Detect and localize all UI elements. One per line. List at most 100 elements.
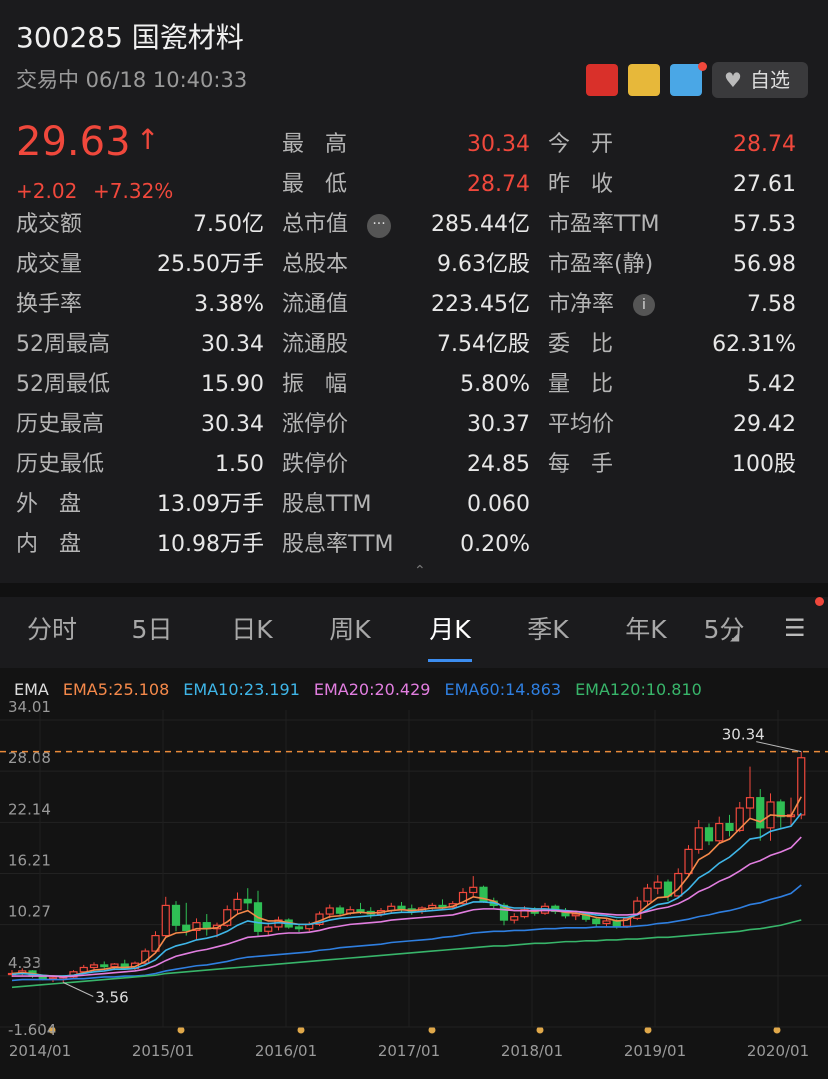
- stat-label: 流通值: [282, 292, 349, 317]
- stat-value: 1.50: [215, 452, 264, 477]
- candle-body: [622, 917, 632, 927]
- tab[interactable]: 5分: [703, 615, 745, 644]
- stat-value: 15.90: [201, 372, 264, 397]
- stat-value: 30.34: [201, 412, 264, 437]
- stat-value: 62.31%: [712, 332, 796, 357]
- heart-icon: ♥: [724, 68, 742, 92]
- y-tick-label: 22.14: [8, 800, 51, 818]
- stat-value: 24.85: [467, 452, 530, 477]
- candle-body: [499, 904, 509, 921]
- candle-body: [356, 909, 365, 913]
- tab[interactable]: 周K: [329, 615, 371, 644]
- stat-value: 28.74: [733, 132, 796, 157]
- chart: 34.0128.0822.1416.2110.274.33-1.6042014/…: [0, 698, 828, 1060]
- stat-label: 量 比: [548, 372, 613, 397]
- candle-body: [745, 797, 755, 809]
- stat-label: 成交额: [16, 212, 83, 237]
- candle-body: [581, 913, 591, 920]
- max-label: 30.34: [722, 726, 765, 744]
- stat-label: 每 手: [548, 452, 613, 477]
- candle-body: [776, 801, 785, 818]
- stat-label: 成交量: [16, 252, 83, 277]
- ema-line: [11, 812, 802, 977]
- tab[interactable]: 年K: [625, 615, 667, 644]
- trade-status: 交易中 06/18 10:40:33: [16, 68, 248, 92]
- price: 29.63: [16, 119, 131, 165]
- candle-body: [151, 934, 160, 952]
- stat-value: 223.45亿: [431, 292, 530, 317]
- watch-button[interactable]: ♥ 自选: [712, 62, 808, 98]
- candle-body: [469, 886, 478, 894]
- stat-value: 57.53: [733, 212, 796, 237]
- tab[interactable]: 季K: [527, 615, 569, 644]
- event-dot: [536, 1026, 544, 1034]
- stat-value: 285.44亿: [431, 212, 530, 237]
- event-dot: [773, 1026, 781, 1034]
- legend-item: EMA60:14.863: [444, 680, 562, 699]
- y-tick-label: 10.27: [8, 903, 51, 921]
- dropdown-icon: ◢: [730, 629, 740, 643]
- stat-label: 市净率: [548, 292, 615, 317]
- stat-label: 委 比: [548, 332, 613, 357]
- legend: EMA EMA5:25.108 EMA10:23.191 EMA20:20.429 E…: [14, 682, 702, 698]
- candle-body: [633, 900, 642, 919]
- stat-value: 5.42: [747, 372, 796, 397]
- event-dot: [428, 1026, 436, 1034]
- tab[interactable]: 分时: [26, 615, 78, 644]
- flag-icon[interactable]: [586, 64, 618, 96]
- candle-body: [520, 909, 529, 918]
- stat-label: 最 低: [282, 172, 347, 197]
- candle-body: [294, 926, 304, 930]
- tab-underline: [428, 659, 472, 662]
- candle-body: [438, 904, 447, 908]
- collapse-icon[interactable]: ⌃: [414, 563, 426, 579]
- candle-body: [182, 924, 191, 932]
- x-tick-label: 2017/01: [378, 1042, 440, 1060]
- stat-value: 30.37: [467, 412, 530, 437]
- candle-body: [653, 881, 662, 889]
- stat-value: 7.50亿: [193, 212, 264, 237]
- stat-label: 总股本: [282, 252, 349, 277]
- stat-label: 历史最高: [16, 412, 105, 437]
- candle-body: [335, 907, 345, 914]
- candle-body: [602, 920, 611, 925]
- more-icon[interactable]: ···: [367, 214, 391, 238]
- candle-body: [243, 898, 252, 904]
- stat-label: 昨 收: [548, 172, 613, 197]
- stat-value: 29.42: [733, 412, 796, 437]
- app-icon[interactable]: [670, 64, 702, 96]
- candle-body: [79, 966, 88, 973]
- badge: [698, 62, 707, 71]
- candle-body: [233, 898, 242, 911]
- divider: [0, 583, 828, 597]
- info-icon[interactable]: i: [633, 294, 655, 316]
- y-tick-label: 4.33: [8, 954, 41, 972]
- x-tick-label: 2020/01: [747, 1042, 809, 1060]
- stat-label: 涨停价: [282, 412, 349, 437]
- stat-value: 100股: [732, 452, 796, 477]
- x-tick-label: 2019/01: [624, 1042, 686, 1060]
- stat-label: 52周最低: [16, 372, 110, 397]
- ema-line: [11, 796, 802, 977]
- candle-body: [684, 848, 693, 875]
- x-tick-label: 2014/01: [9, 1042, 71, 1060]
- settings-icon[interactable]: ☰: [784, 614, 806, 642]
- event-dot: [177, 1026, 185, 1034]
- stat-label: 市盈率(静): [548, 252, 654, 277]
- candle-body: [325, 907, 334, 915]
- candle-body: [510, 916, 519, 921]
- tab[interactable]: 月K: [429, 615, 471, 644]
- y-tick-label: 34.01: [8, 698, 51, 716]
- stat-value: 10.98万手: [157, 532, 264, 557]
- candle-body: [735, 807, 744, 832]
- candle-body: [592, 918, 601, 925]
- stat-label: 内 盘: [16, 532, 81, 557]
- min-label: 3.56: [95, 988, 128, 1006]
- candle-body: [89, 964, 99, 969]
- candle-body: [725, 822, 734, 832]
- tab[interactable]: 日K: [231, 615, 273, 644]
- medal-icon[interactable]: [628, 64, 660, 96]
- tab[interactable]: 5日: [131, 615, 173, 644]
- stat-value: 3.38%: [194, 292, 264, 317]
